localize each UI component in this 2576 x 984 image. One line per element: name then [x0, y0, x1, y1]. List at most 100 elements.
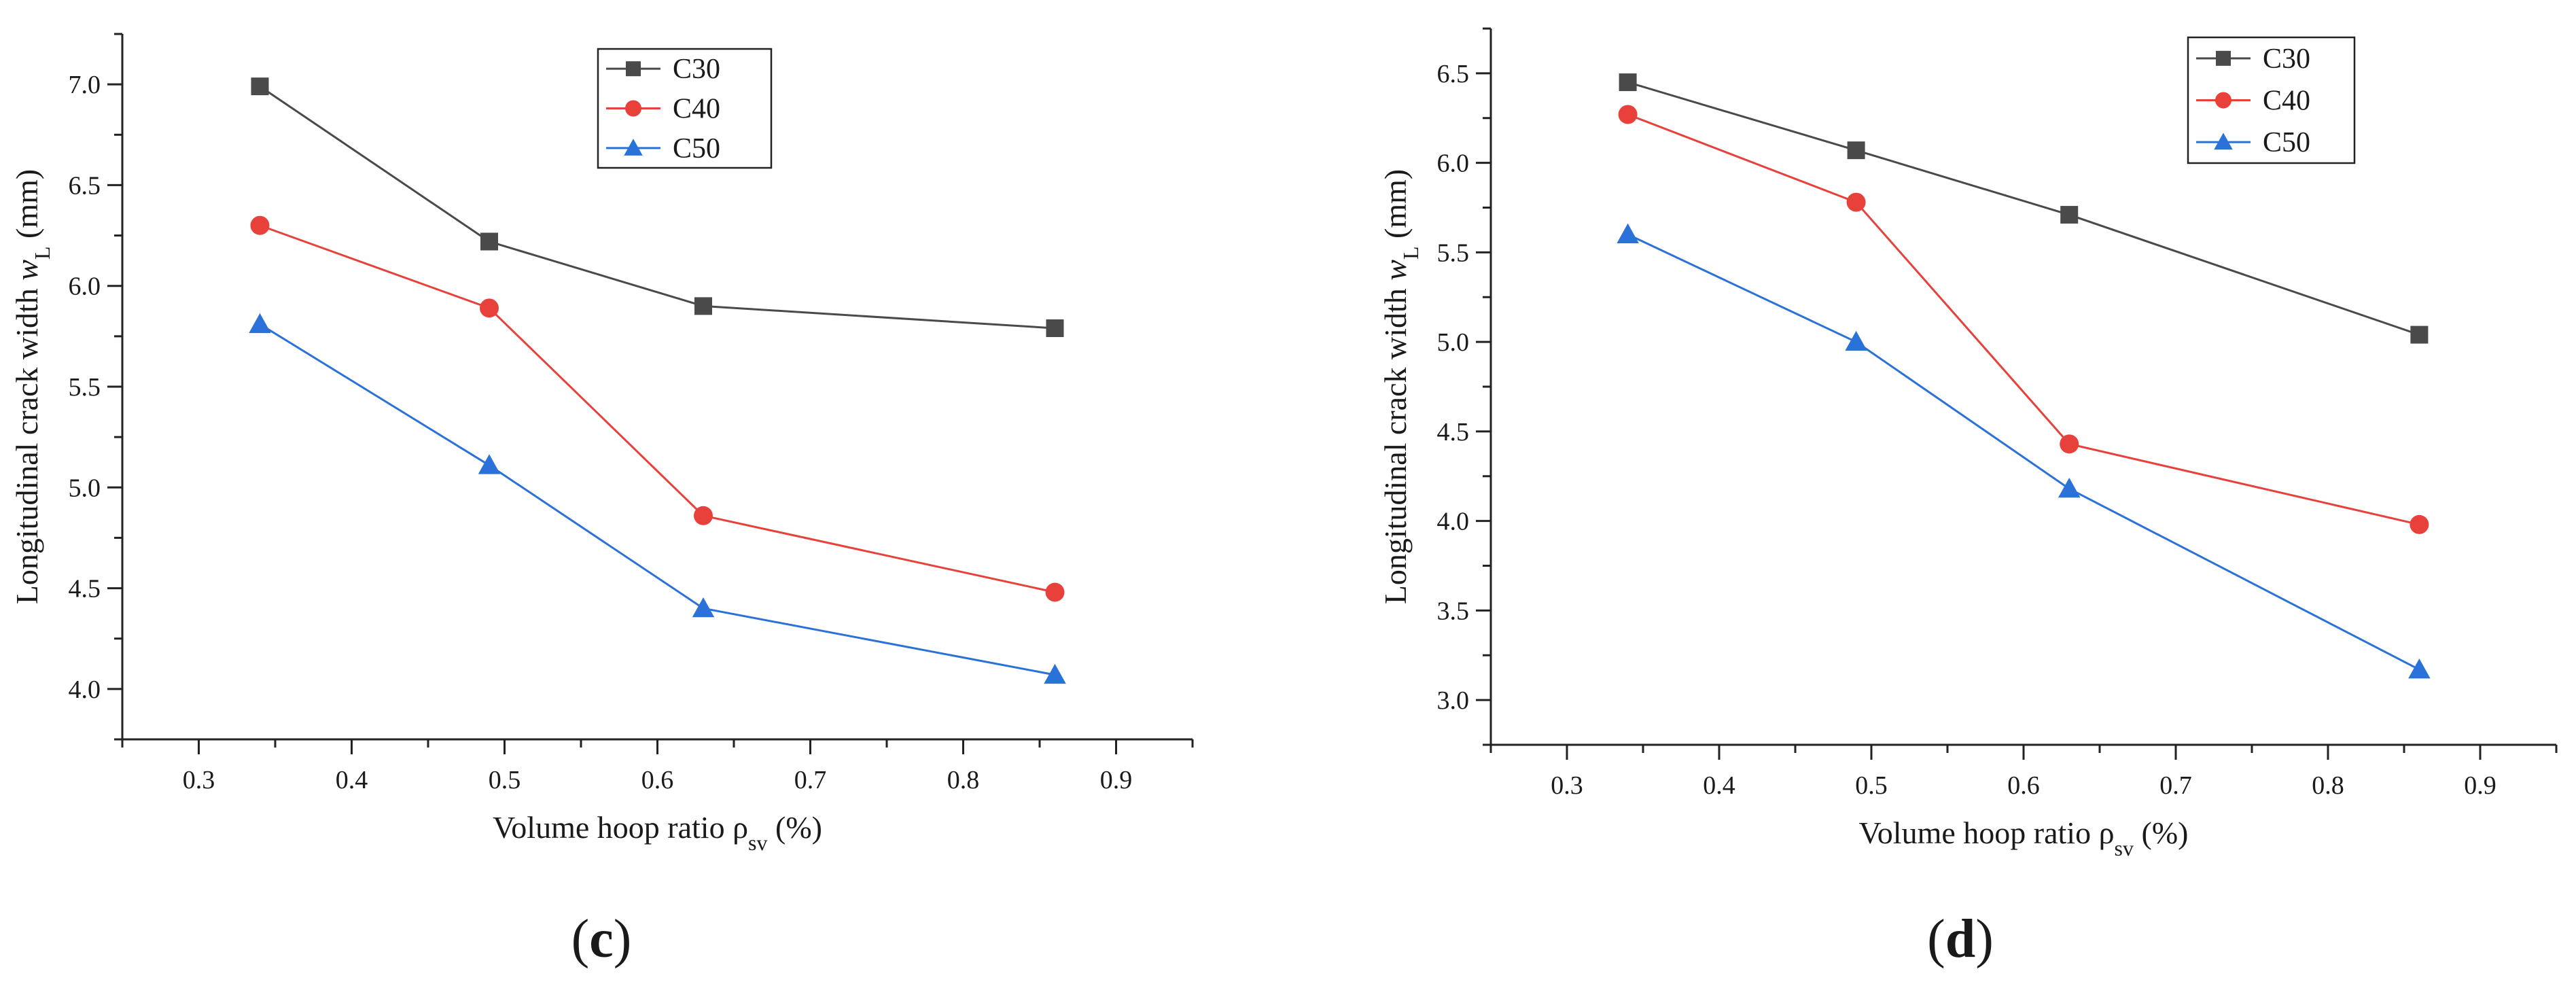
y-axis-title-subscript: L: [30, 246, 54, 260]
data-point-c40: [1045, 582, 1065, 602]
y-tick-label: 6.0: [69, 273, 101, 301]
y-tick-label: 5.0: [69, 474, 101, 502]
x-tick-label: 0.7: [2159, 771, 2192, 800]
legend: C30 C40 C50: [2187, 36, 2356, 164]
legend-label: C40: [2263, 86, 2310, 117]
series-c50: [249, 313, 1066, 684]
legend-entry-c30: C30: [606, 54, 720, 85]
panel-label-open-paren: (: [1927, 909, 1945, 969]
legend-label: C40: [673, 94, 720, 125]
data-point-c40: [1618, 105, 1638, 124]
y-axis-title-unit: (mm): [1378, 169, 1413, 247]
data-point-c50: [478, 454, 501, 474]
data-point-c30: [2410, 326, 2429, 344]
x-axis-title: Volume hoop ratio ρsv (%): [1859, 815, 2189, 860]
x-axis-title-main: Volume hoop ratio ρ: [493, 810, 748, 845]
data-point-c50: [1044, 663, 1066, 684]
data-point-c30: [1847, 141, 1865, 160]
legend-marker: [624, 139, 643, 156]
y-tick-label: 7.0: [69, 71, 101, 99]
y-axis-title: Longitudinal crack width wL (mm): [1378, 169, 1423, 604]
y-axis-title-subscript: L: [1398, 246, 1423, 260]
y-tick-label: 5.5: [69, 373, 101, 402]
legend-entry-c50: C50: [606, 133, 720, 164]
series-line-c40: [259, 224, 1055, 593]
series-line-c30: [1627, 81, 2420, 336]
panel-label-c: (c): [571, 909, 632, 969]
data-point-c40: [2060, 434, 2079, 454]
x-tick-label: 0.3: [1551, 771, 1583, 800]
data-point-c30: [251, 77, 269, 96]
legend-marker: [625, 100, 641, 117]
legend-marker: [2216, 50, 2231, 66]
data-point-c40: [2410, 514, 2429, 534]
y-tick-label: 5.0: [1437, 328, 1470, 357]
y-tick-label: 6.5: [1437, 60, 1470, 88]
data-point-c30: [480, 232, 498, 251]
data-point-c50: [692, 597, 715, 618]
x-tick-label: 0.8: [947, 766, 980, 794]
legend-marker: [626, 61, 641, 77]
y-tick-label: 6.5: [69, 171, 101, 200]
data-point-c50: [1617, 223, 1639, 244]
series-line-c50: [259, 323, 1055, 676]
x-tick-label: 0.4: [1703, 771, 1735, 800]
x-tick-label: 0.7: [794, 766, 827, 794]
legend-label: C50: [2263, 127, 2310, 158]
series-line-c40: [1627, 113, 2420, 526]
y-axis-title: Longitudinal crack width wL (mm): [10, 169, 54, 604]
data-point-c50: [249, 313, 271, 334]
data-point-c50: [1845, 330, 1867, 351]
panel-label-open-paren: (: [571, 909, 590, 969]
data-point-c40: [694, 506, 713, 525]
legend-entry-c40: C40: [606, 94, 720, 125]
y-tick-label: 4.0: [1437, 508, 1470, 536]
series-c40: [250, 215, 1065, 602]
x-axis-title-unit: (%): [2134, 815, 2188, 850]
x-tick-label: 0.5: [489, 766, 521, 794]
y-axis-title-italic: w: [1378, 260, 1413, 281]
series-c50: [1617, 223, 2431, 679]
panel-label-close-paren: ): [1975, 909, 1994, 969]
y-tick-label: 3.0: [1437, 686, 1470, 715]
y-tick-label: 5.5: [1437, 239, 1470, 267]
data-point-c30: [694, 297, 712, 315]
x-tick-label: 0.9: [1100, 766, 1133, 794]
y-axis-title-main: Longitudinal crack width: [1378, 281, 1413, 605]
panel-label-letter: c: [589, 909, 614, 969]
data-point-c40: [1846, 192, 1866, 212]
chart-panel-c: 0.3 0.4 0.5 0.6 0.7 0.8 0.9 4.0 4.5 5.0 5.5 6.0 6.5 7…: [10, 33, 1194, 855]
x-tick-label: 0.6: [2007, 771, 2040, 800]
data-point-c40: [480, 298, 499, 318]
legend-label: C30: [673, 54, 720, 85]
x-axis-title-subscript: sv: [748, 830, 767, 855]
panel-label-d: (d): [1927, 909, 1994, 969]
chart-panel-d: 0.3 0.4 0.5 0.6 0.7 0.8 0.9 3.0 3.5 4.0 4.5 5.0 5.5 6…: [1378, 27, 2558, 860]
legend-entry-c30: C30: [2196, 43, 2310, 75]
y-tick-label: 4.5: [69, 575, 101, 603]
data-point-c50: [2058, 477, 2081, 498]
legend-entry-c40: C40: [2196, 86, 2310, 117]
x-tick-label: 0.4: [336, 766, 368, 794]
legend-label: C30: [2263, 43, 2310, 75]
series-line-c50: [1627, 233, 2420, 671]
x-tick-label: 0.6: [641, 766, 674, 794]
series-c40: [1618, 105, 2429, 534]
x-tick-label: 0.9: [2464, 771, 2496, 800]
y-tick-label: 4.0: [69, 675, 101, 704]
x-axis-title-unit: (%): [768, 810, 822, 845]
y-tick-label: 3.5: [1437, 597, 1470, 625]
series-c30: [1619, 73, 2429, 344]
panel-label-letter: d: [1945, 909, 1976, 969]
x-axis-title-subscript: sv: [2115, 836, 2134, 860]
x-tick-label: 0.5: [1855, 771, 1888, 800]
legend-label: C50: [673, 133, 720, 164]
legend-entry-c50: C50: [2196, 127, 2310, 158]
x-tick-label: 0.3: [183, 766, 215, 794]
y-axis-title-main: Longitudinal crack width: [10, 281, 44, 605]
panel-label-close-paren: ): [614, 909, 632, 969]
legend-marker: [2215, 92, 2231, 109]
data-point-c30: [1046, 319, 1064, 337]
data-point-c50: [2408, 658, 2431, 679]
